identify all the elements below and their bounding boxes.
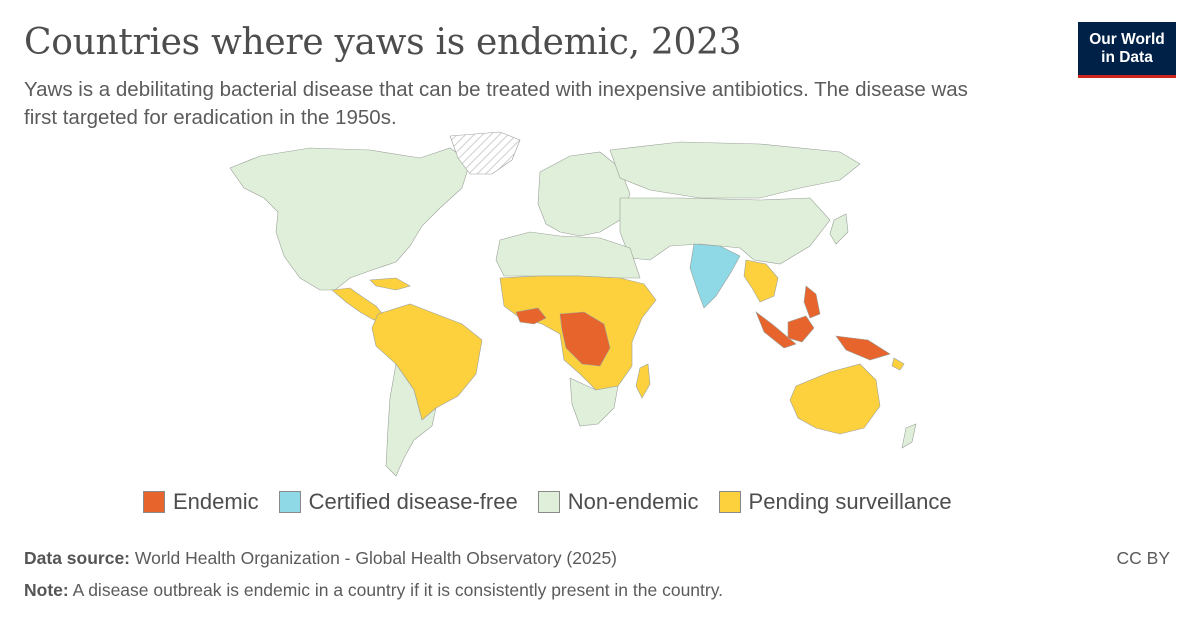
region-new-zealand[interactable] bbox=[901, 423, 917, 449]
region-north-africa[interactable] bbox=[495, 231, 641, 279]
region-madagascar[interactable] bbox=[635, 363, 651, 399]
region-indonesia[interactable] bbox=[755, 311, 797, 349]
legend-swatch-endemic bbox=[143, 491, 165, 513]
region-japan[interactable] bbox=[829, 213, 849, 245]
region-south-america-north[interactable] bbox=[371, 303, 483, 421]
region-borneo[interactable] bbox=[787, 315, 815, 343]
region-greenland[interactable] bbox=[449, 131, 521, 175]
chart-title: Countries where yaws is endemic, 2023 bbox=[24, 22, 742, 63]
data-source-label: Data source: bbox=[24, 548, 131, 568]
region-philippines[interactable] bbox=[803, 285, 821, 319]
legend-label-non-endemic: Non-endemic bbox=[567, 489, 699, 514]
chart-subtitle: Yaws is a debilitating bacterial disease… bbox=[24, 78, 968, 129]
region-caribbean[interactable] bbox=[369, 277, 411, 291]
region-west-africa-endemic[interactable] bbox=[515, 307, 547, 325]
legend: Endemic Certified disease-free Non-endem… bbox=[143, 489, 972, 515]
legend-item-pending[interactable]: Pending surveillance bbox=[718, 489, 952, 515]
license-link[interactable]: CC BY bbox=[1116, 548, 1170, 568]
region-southeast-asia[interactable] bbox=[743, 259, 779, 303]
logo-line-2: in Data bbox=[1101, 48, 1153, 66]
legend-swatch-pending bbox=[718, 491, 741, 513]
region-india[interactable] bbox=[689, 243, 741, 309]
world-map[interactable] bbox=[200, 128, 1000, 480]
legend-swatch-certified-free bbox=[278, 491, 301, 513]
legend-label-certified-free: Certified disease-free bbox=[308, 489, 518, 514]
data-source: Data source: World Health Organization -… bbox=[24, 548, 617, 569]
legend-label-pending: Pending surveillance bbox=[748, 489, 952, 514]
region-central-africa-endemic[interactable] bbox=[559, 311, 611, 367]
data-source-link[interactable]: World Health Organization - Global Healt… bbox=[134, 548, 618, 568]
legend-item-certified-free[interactable]: Certified disease-free bbox=[278, 489, 518, 515]
chart-note: Note: A disease outbreak is endemic in a… bbox=[24, 580, 723, 601]
logo-line-1: Our World bbox=[1089, 30, 1165, 48]
note-label: Note: bbox=[24, 580, 69, 600]
region-australia[interactable] bbox=[789, 363, 881, 435]
legend-label-endemic: Endemic bbox=[173, 489, 259, 514]
region-russia[interactable] bbox=[609, 141, 861, 199]
region-south-america-south[interactable] bbox=[385, 363, 437, 477]
legend-item-endemic[interactable]: Endemic bbox=[143, 489, 259, 515]
region-southern-africa[interactable] bbox=[569, 377, 619, 427]
note-text: A disease outbreak is endemic in a count… bbox=[72, 580, 724, 600]
owid-logo[interactable]: Our World in Data bbox=[1078, 22, 1176, 78]
legend-item-non-endemic[interactable]: Non-endemic bbox=[537, 489, 699, 515]
legend-swatch-non-endemic bbox=[537, 491, 560, 513]
region-europe[interactable] bbox=[537, 151, 631, 237]
region-pacific-islands[interactable] bbox=[891, 357, 905, 371]
region-asia[interactable] bbox=[619, 197, 831, 265]
region-north-america[interactable] bbox=[229, 147, 471, 291]
region-papua[interactable] bbox=[835, 335, 891, 361]
